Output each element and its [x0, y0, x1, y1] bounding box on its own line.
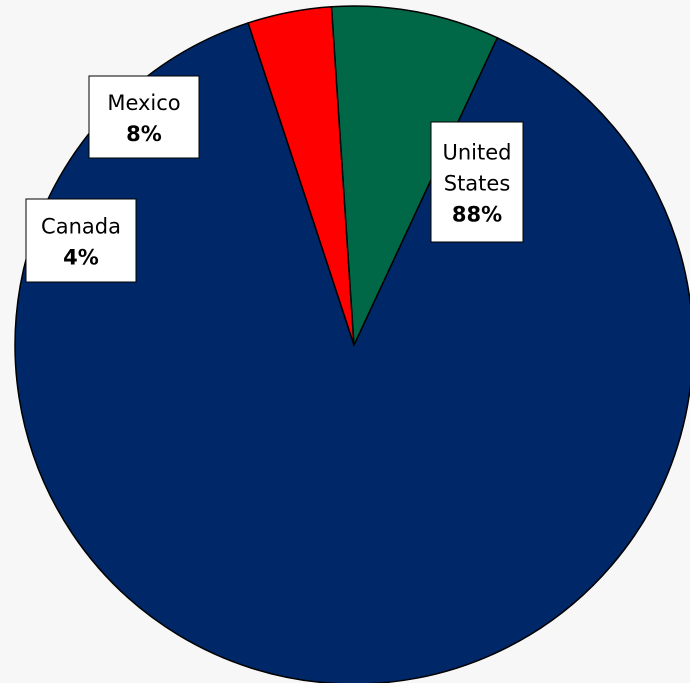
data-label-box [430, 121, 524, 243]
data-label-box [25, 198, 137, 283]
data-label-category: United [443, 141, 512, 165]
data-label-united-states: United States 88% [430, 121, 524, 243]
data-label-value: 88% [452, 203, 502, 227]
pie-data-labels: United States 88% Canada 4% Mexico 8% [25, 75, 524, 283]
data-label-canada: Canada 4% [25, 198, 137, 283]
data-label-value: 4% [63, 246, 99, 270]
data-label-category: Mexico [107, 91, 180, 115]
data-label-category: States [444, 172, 511, 196]
pie-slice-mexico [330, 5, 499, 346]
data-label-box [88, 75, 200, 159]
data-label-mexico: Mexico 8% [88, 75, 200, 159]
data-label-value: 8% [126, 122, 162, 146]
data-label-category: Canada [41, 215, 121, 239]
